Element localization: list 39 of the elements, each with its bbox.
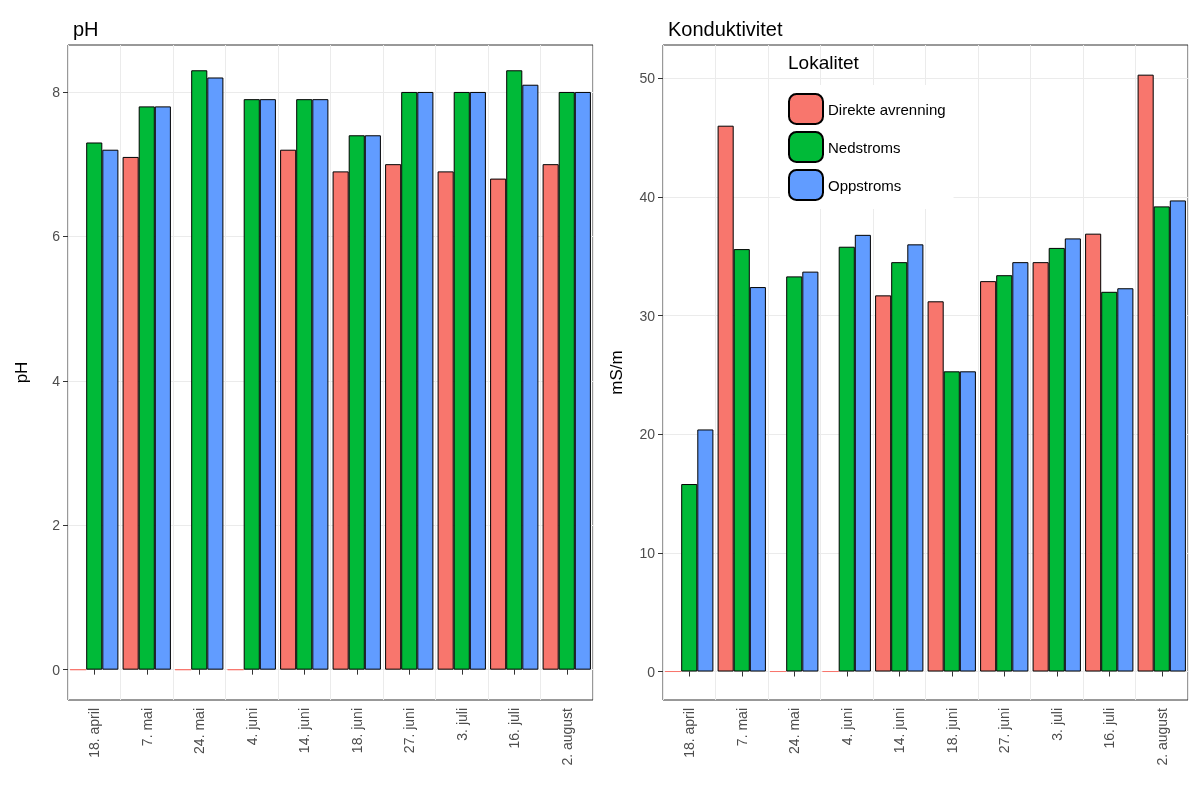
- x-tick-label: 24. mai: [786, 708, 803, 754]
- chart-title: pH: [73, 18, 99, 40]
- y-tick-label: 30: [639, 307, 656, 324]
- x-tick-label: 24. mai: [191, 708, 208, 754]
- legend-title: Lokalitet: [788, 52, 860, 73]
- x-tick-label: 2. august: [1153, 707, 1170, 766]
- legend-label: Nedstroms: [828, 138, 901, 156]
- legend-label: Direkte avrenning: [828, 100, 946, 118]
- x-tick-label: 16. juli: [1101, 708, 1118, 749]
- y-tick-label: 10: [639, 544, 656, 561]
- y-tick-label: 8: [52, 83, 61, 100]
- x-tick-label: 18. juni: [348, 708, 365, 754]
- x-tick-label: 27. juni: [401, 708, 418, 754]
- chart-title: Konduktivitet: [668, 18, 783, 40]
- x-tick-label: 27. juni: [996, 708, 1013, 754]
- y-tick-label: 2: [52, 517, 61, 534]
- y-tick-label: 20: [639, 426, 656, 443]
- x-tick-label: 14. juni: [891, 708, 908, 754]
- y-tick-label: 0: [52, 661, 61, 678]
- y-tick-label: 4: [52, 372, 61, 389]
- x-tick-label: 4. juni: [243, 708, 260, 746]
- y-tick-label: 40: [639, 188, 656, 205]
- x-tick-label: 7. mai: [733, 708, 750, 747]
- x-tick-label: 4. juni: [838, 708, 855, 746]
- legend-label: Oppstroms: [828, 176, 902, 194]
- y-tick-label: 0: [647, 663, 656, 680]
- x-tick-label: 14. juni: [296, 708, 313, 754]
- x-tick-label: 18. juni: [943, 708, 960, 754]
- x-tick-label: 7. mai: [138, 708, 155, 747]
- x-tick-label: 3. juli: [453, 708, 470, 741]
- x-tick-label: 18. april: [86, 708, 103, 758]
- x-tick-label: 2. august: [558, 707, 575, 766]
- y-axis-title: pH: [12, 361, 31, 384]
- x-tick-label: 16. juli: [506, 708, 523, 749]
- x-tick-label: 3. juli: [1048, 708, 1065, 741]
- x-tick-label: 18. april: [681, 708, 698, 758]
- y-tick-label: 6: [52, 228, 61, 245]
- y-tick-label: 50: [639, 70, 656, 87]
- y-axis-title: mS/m: [607, 350, 626, 395]
